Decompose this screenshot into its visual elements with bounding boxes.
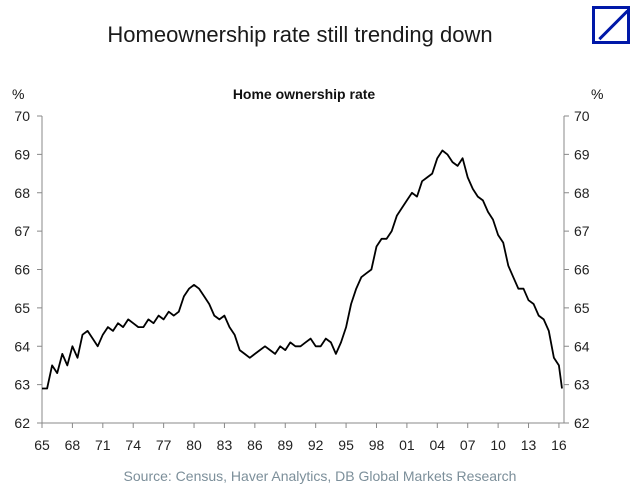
line-chart: Home ownership rate % % 62 62 63 63 64 64 65 65… [12,86,603,453]
y-tick-label-right: 65 [574,300,590,316]
y-axis-unit-right: % [591,86,603,102]
y-tick-label-left: 67 [14,223,30,239]
y-tick-label-right: 64 [574,338,590,354]
axes [41,116,565,424]
y-tick-label-left: 66 [14,262,30,278]
x-tick-label: 80 [186,437,202,453]
y-tick-label-left: 70 [14,108,30,124]
series-layer [42,149,563,390]
y-tick-label-left: 68 [14,185,30,201]
y-tick-label-left: 63 [14,377,30,393]
x-tick-label: 01 [399,437,415,453]
x-tick-label: 95 [338,437,354,453]
chart-title: Home ownership rate [233,86,376,102]
x-tick-label: 83 [217,437,233,453]
y-tick-label-left: 62 [14,415,30,431]
x-tick-label: 71 [95,437,111,453]
x-tick-label: 98 [369,437,385,453]
y-tick-label-right: 68 [574,185,590,201]
y-tick-label-left: 64 [14,338,30,354]
x-tick-label: 04 [430,437,446,453]
y-tick-label-left: 65 [14,300,30,316]
x-tick-label: 68 [65,437,81,453]
x-tick-label: 13 [521,437,537,453]
x-tick-label: 89 [277,437,293,453]
y-tick-label-right: 69 [574,146,590,162]
x-tick-label: 74 [125,437,141,453]
x-tick-label: 86 [247,437,263,453]
y-tick-label-right: 67 [574,223,590,239]
deutsche-bank-logo-icon [592,6,630,44]
y-axis-unit-left: % [12,86,24,102]
x-tick-label: 77 [156,437,172,453]
x-tick-label: 07 [460,437,476,453]
x-tick-label: 92 [308,437,324,453]
series-line-0 [42,149,563,390]
x-tick-label: 16 [551,437,567,453]
source-note: Source: Census, Haver Analytics, DB Glob… [123,468,517,484]
ticks: 62 62 63 63 64 64 65 65 66 66 67 67 68 68 69 69 70 70 65 68… [14,108,589,453]
y-tick-label-right: 62 [574,415,590,431]
y-tick-label-right: 66 [574,262,590,278]
y-tick-label-left: 69 [14,146,30,162]
x-tick-label: 65 [34,437,50,453]
x-tick-label: 10 [490,437,506,453]
y-tick-label-right: 63 [574,377,590,393]
y-tick-label-right: 70 [574,108,590,124]
headline: Homeownership rate still trending down [107,22,493,47]
